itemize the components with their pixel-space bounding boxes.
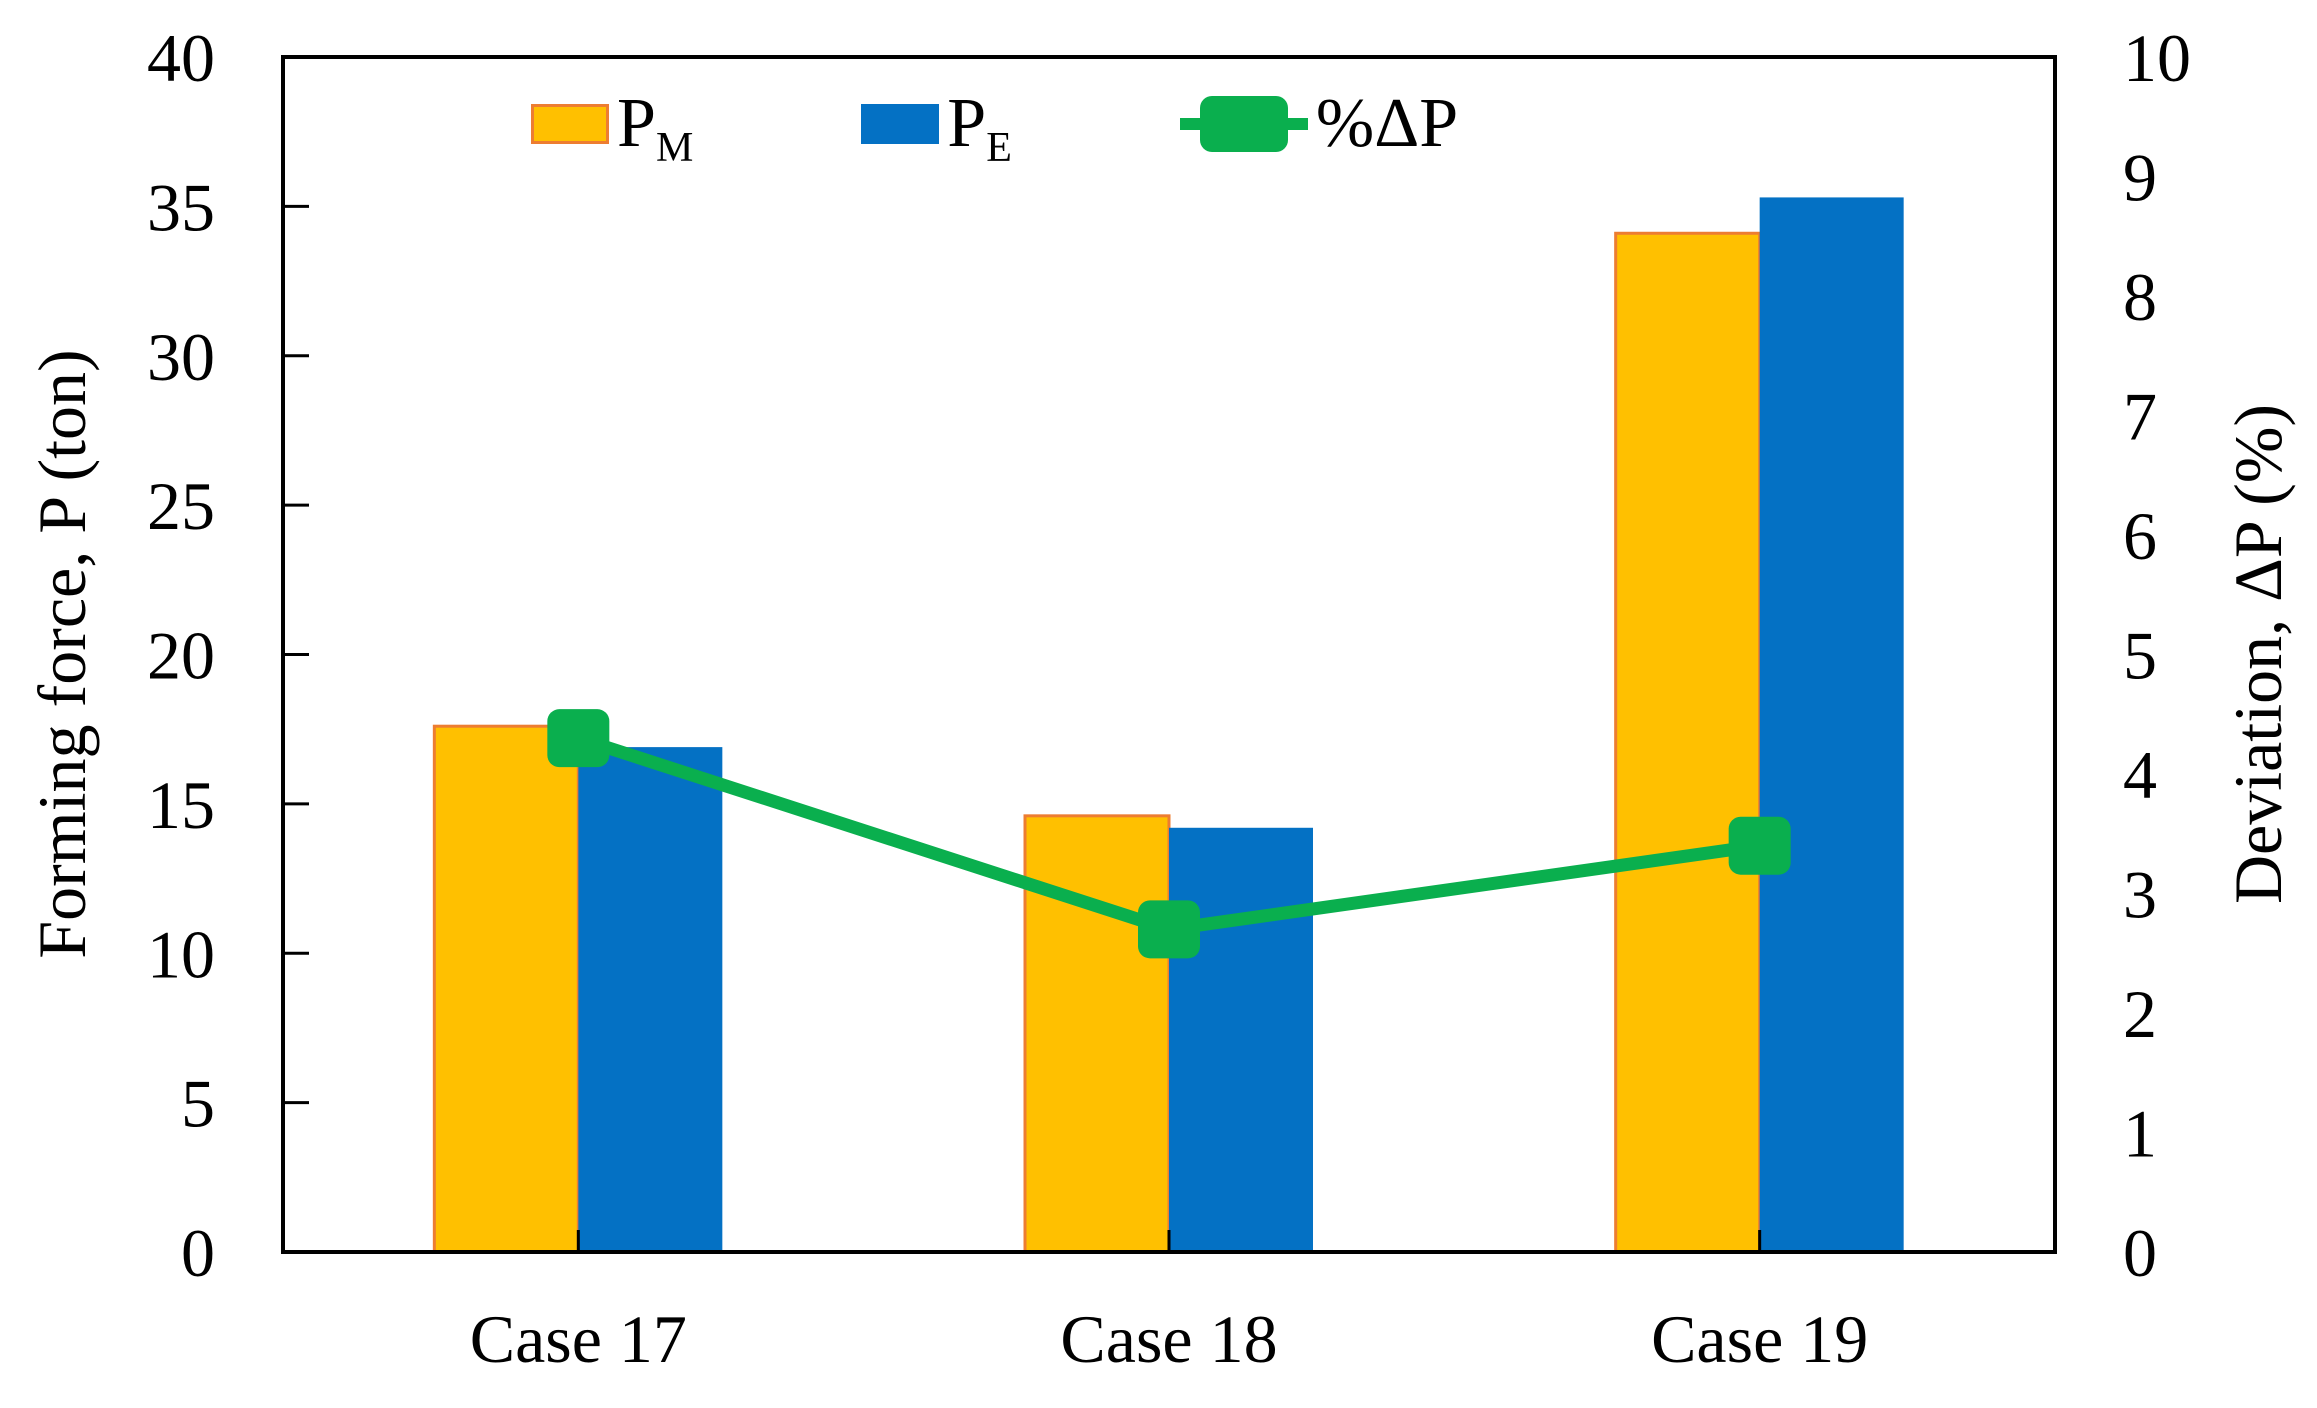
right-axis-title: Deviation, ΔP (%) [2220,403,2296,905]
bar-p-e-case-18 [1169,827,1313,1252]
bar-p-m-case-17 [432,724,580,1254]
bar-p-m-case-19 [1614,231,1762,1254]
y-left-tick-label: 5 [181,1066,215,1142]
y-left-tick-label: 0 [181,1215,215,1291]
marker-p-case-18 [1138,900,1200,959]
y-right-tick-label: 3 [2123,857,2157,933]
legend-label-pe: PE [947,85,1012,171]
y-left-tick-label: 20 [147,618,215,694]
y-right-tick-label: 6 [2123,498,2157,574]
left-axis-title: Forming force, P (ton) [24,349,100,959]
y-left-tick-label: 40 [147,20,215,96]
y-left-tick-label: 30 [147,319,215,395]
y-left-tick-label: 10 [147,916,215,992]
plot-frame [281,55,2057,1254]
y-right-tick-label: 10 [2123,20,2191,96]
y-left-tick-label: 35 [147,169,215,245]
y-right-tick-label: 1 [2123,1096,2157,1172]
legend-item-pe: PE [861,85,1012,171]
legend-swatch-pm-icon [531,104,609,144]
y-right-tick-label: 9 [2123,140,2157,216]
y-right-tick-label: 4 [2123,737,2157,813]
legend-item-pm: PM [531,85,694,171]
y-right-tick-label: 2 [2123,976,2157,1052]
y-right-tick-label: 5 [2123,618,2157,694]
legend-label-deltap: %ΔP [1315,85,1459,162]
x-category-label: Case 18 [1060,1301,1277,1377]
legend-label-pm: PM [617,85,694,171]
legend-swatch-pe-icon [861,104,940,144]
bar-p-m-case-18 [1023,814,1171,1254]
y-left-tick-label: 25 [147,468,215,544]
bar-p-e-case-17 [578,747,723,1252]
legend: PM PE %ΔP [531,85,1459,171]
y-right-tick-label: 0 [2123,1215,2157,1291]
y-left-tick-label: 15 [147,767,215,843]
y-right-tick-label: 8 [2123,259,2157,335]
bar-p-e-case-19 [1759,197,1904,1253]
marker-p-case-17 [547,709,610,768]
x-category-label: Case 17 [470,1301,687,1377]
y-right-tick-label: 7 [2123,379,2157,455]
marker-p-case-19 [1728,816,1791,875]
legend-item-deltap: %ΔP [1179,85,1459,162]
x-category-label: Case 19 [1651,1301,1868,1377]
legend-marker-deltap-icon [1179,96,1308,152]
